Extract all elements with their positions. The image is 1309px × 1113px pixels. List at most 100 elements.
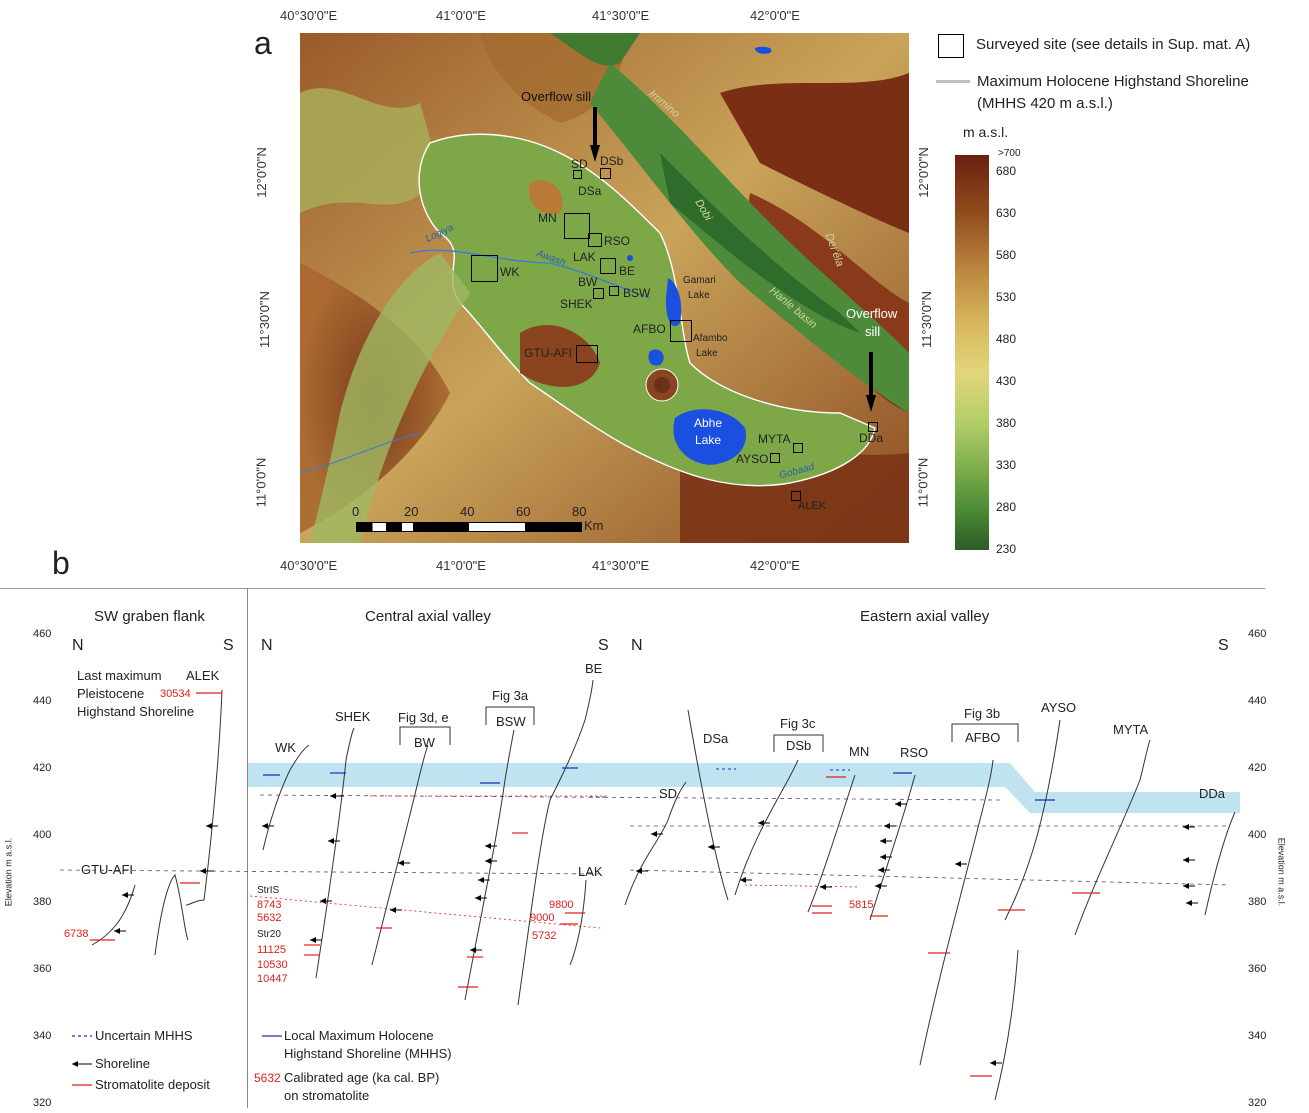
colorbar-tick: 430 (996, 374, 1017, 388)
colorbar-tick: >700 (998, 148, 1021, 159)
colorbar-tick: 330 (996, 458, 1017, 472)
site-label-ayso: AYSO (736, 452, 769, 466)
site-box[interactable] (573, 170, 582, 179)
legend-age-sample: 5632 (254, 1071, 281, 1085)
site-label-afbo: AFBO (633, 322, 666, 336)
scale-tick: 40 (460, 504, 475, 519)
y-tick-left: 380 (33, 896, 52, 908)
age-str20-1: 11125 (257, 944, 286, 956)
panel-b-divider (247, 588, 248, 1108)
profile-label-dsa: DSa (703, 731, 729, 746)
profile-label-dda: DDa (1199, 786, 1226, 801)
age-strIS-1: 8743 (257, 899, 282, 911)
site-label-lak: LAK (573, 250, 596, 264)
site-box[interactable] (600, 168, 611, 179)
site-box[interactable] (593, 288, 604, 299)
fig-ref-3a: Fig 3a (492, 688, 529, 703)
site-box[interactable] (791, 491, 801, 501)
site-box[interactable] (670, 320, 692, 342)
scale-unit: Km (584, 518, 604, 533)
site-box[interactable] (576, 345, 598, 363)
y-tick-right: 440 (1248, 695, 1267, 707)
compass-s-sw: S (223, 637, 234, 654)
profile-label-mn: MN (849, 744, 870, 759)
site-label-alek: ALEK (798, 500, 827, 512)
compass-s-eastern: S (1218, 637, 1229, 654)
y-tick-left: 420 (33, 762, 52, 774)
site-box[interactable] (770, 453, 780, 463)
scale-tick: 60 (516, 504, 531, 519)
site-label-bw: BW (578, 275, 598, 289)
site-box[interactable] (564, 213, 590, 239)
y-tick-right: 400 (1248, 829, 1267, 841)
profile-label-rso: RSO (900, 745, 929, 760)
overflow-sill-east-label-2: sill (865, 324, 881, 339)
top-lon-tick: 40°30'0"E (280, 8, 338, 23)
profile-label-myta: MYTA (1113, 722, 1149, 737)
strIS-label: StrIS (257, 885, 280, 896)
fig-ref-3de: Fig 3d, e (398, 710, 449, 725)
y-tick-right: 380 (1248, 896, 1267, 908)
profile-label-bw: BW (414, 735, 435, 750)
profile-label-bsw: BSW (496, 714, 526, 729)
abhe-label-1: Abhe (694, 416, 723, 430)
site-label-dsb: DSb (600, 154, 624, 168)
site-label-dda: DDa (859, 431, 884, 445)
site-label-mn: MN (538, 211, 557, 225)
colorbar-tick: 380 (996, 416, 1017, 430)
pleistocene-note-2: Pleistocene (77, 686, 145, 701)
profile-label-lak: LAK (578, 864, 603, 879)
fig-ref-3b: Fig 3b (964, 706, 1001, 721)
profile-label-shek: SHEK (335, 709, 371, 724)
overflow-sill-east-label-1: Overflow (846, 306, 898, 321)
compass-n-sw: N (72, 637, 84, 654)
scale-tick: 0 (352, 504, 360, 519)
site-box[interactable] (588, 233, 602, 247)
y-tick-right: 460 (1248, 628, 1267, 640)
site-box[interactable] (868, 422, 878, 432)
y-tick-right: 340 (1248, 1030, 1267, 1042)
afambo-label-1: Afambo (693, 333, 728, 344)
profile-label-wk: WK (275, 740, 296, 755)
bottom-lon-tick: 41°30'0"E (592, 558, 650, 573)
age-strIS-2: 5632 (257, 912, 282, 924)
panel-b-label: b (52, 545, 70, 581)
site-box[interactable] (600, 258, 616, 274)
eastern-section-title: Eastern axial valley (860, 608, 990, 625)
panel-a-label: a (254, 25, 272, 61)
profile-label-ayso: AYSO (1041, 700, 1077, 715)
site-label-bsw: BSW (623, 286, 651, 300)
age-lak-2: 9000 (530, 912, 555, 924)
legend-local-mhhs-2: Highstand Shoreline (MHHS) (284, 1046, 452, 1061)
bottom-lon-tick: 42°0'0"E (750, 558, 800, 573)
legend-shoreline: Shoreline (95, 1056, 150, 1071)
abhe-label-2: Lake (695, 433, 722, 447)
colorbar-tick: 480 (996, 332, 1017, 346)
mhhs-legend-label-1: Maximum Holocene Highstand Shoreline (977, 73, 1249, 90)
mhhs-legend-label-2: (MHHS 420 m a.s.l.) (977, 95, 1113, 112)
profile-label-alek: ALEK (186, 668, 220, 683)
age-str20-2: 10530 (257, 959, 288, 971)
scale-tick: 20 (404, 504, 419, 519)
compass-s-central: S (598, 637, 609, 654)
site-box[interactable] (471, 255, 498, 282)
bottom-lon-tick: 40°30'0"E (280, 558, 338, 573)
central-section-title: Central axial valley (365, 608, 491, 625)
panel-b-top-rule (0, 588, 1265, 589)
overflow-sill-east-arrow-icon (866, 352, 876, 417)
site-label-gtu-afi: GTU-AFI (524, 346, 572, 360)
pleistocene-note-3: Highstand Shoreline (77, 704, 195, 719)
site-box[interactable] (793, 443, 803, 453)
gamari-label-1: Gamari (683, 275, 716, 286)
y-tick-right: 360 (1248, 963, 1267, 975)
colorbar-tick: 280 (996, 500, 1017, 514)
top-lon-tick: 41°30'0"E (592, 8, 650, 23)
profile-label-be: BE (585, 661, 603, 676)
dem-map-svg (300, 33, 909, 543)
site-box[interactable] (609, 286, 619, 296)
pleistocene-note-1: Last maximum (77, 668, 162, 683)
y-tick-left: 440 (33, 695, 52, 707)
gamari-label-2: Lake (688, 290, 710, 301)
compass-n-eastern: N (631, 637, 643, 654)
scale-tick: 80 (572, 504, 587, 519)
